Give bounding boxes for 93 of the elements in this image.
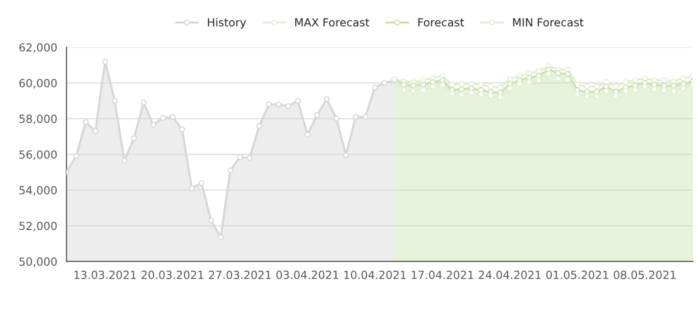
point — [632, 87, 638, 94]
point — [458, 80, 465, 87]
point — [536, 77, 542, 84]
y-tick-label: 56,000 — [19, 150, 57, 160]
point — [188, 185, 195, 192]
point — [410, 82, 416, 89]
point — [420, 87, 426, 94]
point — [612, 84, 619, 90]
point — [333, 116, 340, 122]
point — [73, 153, 80, 160]
x-tick-label: 03.04.2021 — [276, 270, 338, 280]
point — [92, 128, 98, 134]
y-tick-label: 58,000 — [19, 114, 57, 124]
x-tick-label: 24.04.2021 — [478, 270, 541, 280]
point — [314, 112, 320, 118]
point — [468, 90, 474, 96]
point — [362, 114, 368, 120]
point — [642, 84, 648, 90]
point — [584, 93, 590, 100]
point — [661, 77, 668, 84]
point — [82, 119, 89, 126]
point — [256, 122, 262, 129]
point — [400, 87, 407, 94]
point — [526, 79, 532, 86]
x-tick-label: 13.03.2021 — [74, 270, 136, 280]
point — [449, 82, 455, 88]
x-tick-label: 10.04.2021 — [344, 270, 406, 280]
point — [632, 77, 638, 84]
y-tick-label: 62,000 — [19, 43, 57, 53]
point — [246, 154, 253, 161]
y-tick-label: 60,000 — [19, 78, 57, 88]
legend-label: Forecast — [418, 18, 464, 27]
x-tick-label: 27.03.2021 — [209, 270, 271, 280]
point — [131, 135, 137, 142]
point — [266, 101, 272, 108]
point — [670, 82, 677, 89]
point — [430, 84, 436, 90]
point — [574, 92, 580, 98]
x-tick-label: 08.05.2021 — [614, 270, 676, 280]
point — [680, 76, 686, 82]
point — [112, 98, 118, 104]
point — [324, 96, 330, 102]
point — [670, 88, 677, 94]
point — [237, 154, 243, 160]
point — [382, 80, 388, 86]
x-tick-label: 17.04.2021 — [412, 270, 474, 280]
point — [680, 85, 686, 92]
point — [622, 88, 628, 94]
point — [478, 92, 484, 98]
point — [198, 180, 204, 186]
point — [410, 88, 416, 94]
point — [227, 167, 234, 174]
point — [594, 93, 600, 100]
legend-label: MIN Forecast — [513, 18, 584, 27]
point — [651, 86, 658, 92]
point — [612, 92, 619, 98]
point — [555, 70, 562, 76]
point — [594, 84, 600, 90]
x-tick-label: 20.03.2021 — [142, 270, 204, 280]
point — [294, 98, 301, 104]
point — [352, 114, 359, 120]
point — [458, 86, 465, 92]
point — [545, 71, 552, 77]
point — [179, 126, 186, 132]
point — [420, 82, 426, 88]
point — [276, 101, 282, 108]
point — [372, 84, 378, 90]
point — [449, 90, 455, 97]
point — [400, 82, 407, 88]
point — [285, 103, 292, 110]
point — [506, 85, 513, 92]
point — [564, 71, 571, 77]
y-tick-label: 54,000 — [19, 186, 57, 196]
point — [603, 88, 610, 94]
y-tick-label: 50,000 — [19, 257, 57, 267]
point — [208, 217, 214, 224]
point — [584, 84, 590, 90]
point — [478, 82, 484, 88]
point — [622, 79, 628, 86]
point — [516, 80, 522, 87]
x-tick-label: 01.05.2021 — [546, 270, 608, 280]
point — [102, 58, 108, 64]
point — [160, 114, 166, 121]
point — [170, 114, 176, 120]
point — [564, 76, 571, 82]
point — [497, 84, 504, 90]
point — [497, 94, 504, 100]
legend-label: MAX Forecast — [295, 18, 370, 27]
point — [121, 158, 128, 164]
legend-label: History — [208, 18, 246, 29]
point — [488, 84, 494, 90]
y-tick-label: 52,000 — [19, 222, 57, 232]
point — [150, 122, 156, 128]
